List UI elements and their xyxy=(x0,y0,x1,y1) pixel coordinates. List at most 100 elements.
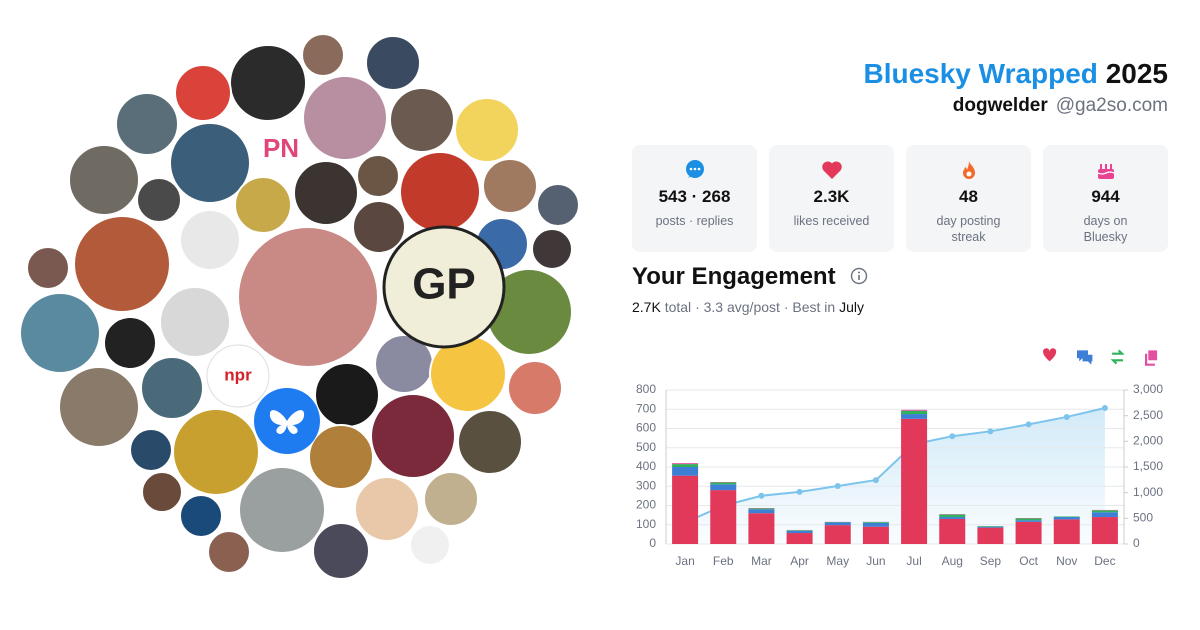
y-tick-label: 200 xyxy=(636,498,656,512)
separator: · xyxy=(783,299,789,315)
avatar xyxy=(454,97,520,163)
bar-segment xyxy=(672,464,699,467)
y-tick-label: 700 xyxy=(636,401,656,415)
avatar xyxy=(206,344,270,408)
total-label: total xyxy=(664,299,692,315)
y-tick-label: 500 xyxy=(636,440,656,454)
bar-segment xyxy=(672,475,699,544)
avatar xyxy=(73,215,171,313)
avatar xyxy=(314,362,380,428)
legend-icon[interactable] xyxy=(1077,350,1093,365)
legend-icon[interactable] xyxy=(1145,350,1158,366)
line-area xyxy=(685,407,1105,544)
bar-segment xyxy=(1091,512,1118,518)
butterfly-logo xyxy=(269,410,305,434)
icon xyxy=(685,160,704,178)
line-point xyxy=(1025,421,1032,428)
x-tick-label: Feb xyxy=(713,554,734,568)
bar-segment xyxy=(1015,520,1042,522)
bar-segment xyxy=(901,414,928,419)
bar-segment xyxy=(710,490,737,544)
y2-tick-label: 1,500 xyxy=(1133,459,1163,473)
x-tick-label: Dec xyxy=(1094,554,1115,568)
avatar xyxy=(103,316,157,370)
icon xyxy=(1097,164,1114,179)
bar-segment xyxy=(939,514,966,518)
line-point xyxy=(834,482,841,489)
line-point xyxy=(987,428,994,435)
line-point xyxy=(796,488,803,495)
stat-value: 48 xyxy=(959,187,978,206)
avatar xyxy=(19,292,101,374)
avatar xyxy=(179,494,223,538)
bar-segment xyxy=(977,527,1004,544)
avatar xyxy=(382,225,506,349)
icon xyxy=(821,161,842,179)
bar-segment xyxy=(1015,518,1042,521)
line-point xyxy=(758,492,765,499)
avatar xyxy=(536,183,580,227)
y-tick-label: 800 xyxy=(636,382,656,396)
avatar xyxy=(207,530,251,574)
x-tick-label: Sep xyxy=(980,554,1002,568)
avatar xyxy=(409,524,451,566)
line xyxy=(684,406,1106,524)
x-tick-label: Nov xyxy=(1056,554,1077,568)
x-tick-label: Mar xyxy=(751,554,772,568)
avatar xyxy=(365,35,421,91)
section-title-text: Your Engagement xyxy=(632,263,836,290)
bar-segment xyxy=(748,509,775,514)
avatar xyxy=(179,209,241,271)
x-tick-label: May xyxy=(826,554,849,568)
info-icon[interactable] xyxy=(850,267,868,285)
stat-card: 944 days on Bluesky xyxy=(1043,145,1168,252)
y2-tick-label: 500 xyxy=(1133,511,1153,525)
avatar xyxy=(140,356,204,420)
handle: @ga2so.com xyxy=(1055,95,1168,116)
bar-segment xyxy=(672,463,699,465)
y2-tick-label: 3,000 xyxy=(1133,382,1163,396)
line-point xyxy=(1063,413,1070,420)
avatar xyxy=(308,424,374,490)
avatar xyxy=(399,151,481,233)
username: dogwelder xyxy=(952,95,1048,116)
avatar xyxy=(352,200,406,254)
avatar xyxy=(129,428,173,472)
avatar xyxy=(68,144,140,216)
x-tick-label: Jul xyxy=(906,554,921,568)
y-tick-label: 400 xyxy=(636,459,656,473)
bar-segment xyxy=(710,484,737,491)
avatar xyxy=(356,154,400,198)
bar-segment xyxy=(901,418,928,544)
engagement-chart: 0 100 200 300 400 500 600 700 800 0 500 1,000 1,500 2… xyxy=(636,348,1163,568)
stat-card: 48 day posting streak xyxy=(906,145,1031,252)
engagement-summary: 2.7K total · 3.3 avg/post · Best in July xyxy=(632,299,864,315)
avatar xyxy=(229,44,307,122)
x-tick-label: Apr xyxy=(790,554,809,568)
avatar xyxy=(238,466,326,554)
line-point xyxy=(872,477,879,484)
bar-segment xyxy=(1053,519,1080,544)
avatar xyxy=(58,366,140,448)
avatar-collage: PN npr GP xyxy=(19,33,580,580)
x-tick-label: Aug xyxy=(942,554,963,568)
user-line: dogwelder @ga2so.com xyxy=(953,95,1168,117)
bar-segment xyxy=(977,526,1004,527)
stat-value: 543 · 268 xyxy=(658,187,731,206)
avatar-label: PN xyxy=(263,133,299,163)
avatar xyxy=(136,177,182,223)
legend-icon[interactable] xyxy=(1043,348,1057,362)
total: 2.7K xyxy=(632,299,661,315)
stat-card: 543 · 268 posts · replies xyxy=(632,145,757,252)
avatar xyxy=(389,87,455,153)
bar-segment xyxy=(901,410,928,415)
stat-label: likes received xyxy=(793,214,870,228)
avatar xyxy=(354,476,420,542)
bar-segment xyxy=(786,533,813,544)
avatar xyxy=(26,246,70,290)
legend-icon[interactable] xyxy=(1110,349,1125,365)
avatar xyxy=(423,471,479,527)
bar-segment xyxy=(824,522,851,526)
avatar xyxy=(531,228,573,270)
y2-tick-label: 0 xyxy=(1133,536,1140,550)
